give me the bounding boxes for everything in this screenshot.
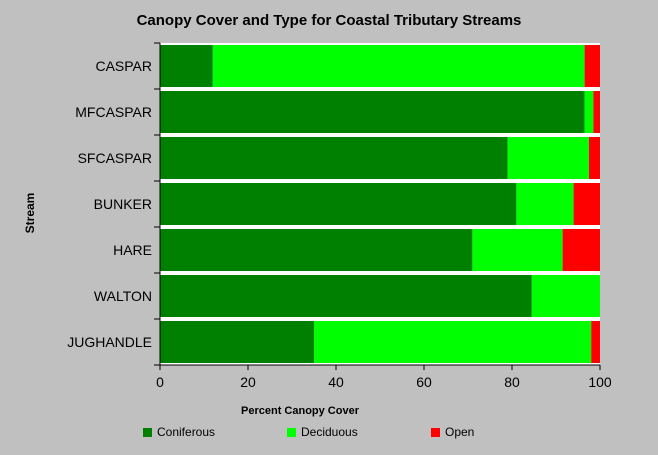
bar-hare-deciduous bbox=[472, 229, 563, 271]
y-tick-label-caspar: CASPAR bbox=[95, 58, 152, 74]
y-tick-label-bunker: BUNKER bbox=[94, 196, 152, 212]
y-axis-label: Stream bbox=[23, 192, 37, 234]
bar-mfcaspar-coniferous bbox=[160, 91, 585, 133]
bar-mfcaspar-open bbox=[593, 91, 600, 133]
x-tick-label-40: 40 bbox=[328, 374, 344, 390]
bar-jughandle-deciduous bbox=[314, 321, 592, 363]
y-tick-label-sfcaspar: SFCASPAR bbox=[78, 150, 152, 166]
bar-hare-open bbox=[562, 229, 600, 271]
y-tick-label-jughandle: JUGHANDLE bbox=[67, 334, 152, 350]
x-tick-label-100: 100 bbox=[588, 374, 612, 390]
legend-item-deciduous: Deciduous bbox=[287, 425, 358, 439]
bar-caspar-coniferous bbox=[160, 45, 213, 87]
legend-label-deciduous: Deciduous bbox=[301, 425, 358, 439]
x-tick-label-80: 80 bbox=[504, 374, 520, 390]
legend-label-coniferous: Coniferous bbox=[157, 425, 216, 439]
chart-title: Canopy Cover and Type for Coastal Tribut… bbox=[136, 12, 522, 29]
x-axis-label: Percent Canopy Cover bbox=[241, 405, 359, 417]
bar-sfcaspar-open bbox=[589, 137, 600, 179]
legend-item-coniferous: Coniferous bbox=[143, 425, 215, 439]
legend-item-open: Open bbox=[431, 425, 474, 439]
legend-label-open: Open bbox=[445, 425, 475, 439]
bar-hare-coniferous bbox=[160, 229, 473, 271]
y-tick-label-mfcaspar: MFCASPAR bbox=[75, 104, 152, 120]
x-tick-label-20: 20 bbox=[240, 374, 256, 390]
bar-walton-coniferous bbox=[160, 275, 532, 317]
legend-swatch-coniferous bbox=[143, 428, 152, 437]
x-tick-label-60: 60 bbox=[416, 374, 432, 390]
x-tick-label-0: 0 bbox=[156, 374, 164, 390]
y-tick-label-walton: WALTON bbox=[94, 288, 152, 304]
legend-swatch-deciduous bbox=[287, 428, 296, 437]
bar-sfcaspar-coniferous bbox=[160, 137, 508, 179]
bar-caspar-open bbox=[584, 45, 600, 87]
bar-bunker-deciduous bbox=[516, 183, 574, 225]
bar-caspar-deciduous bbox=[212, 45, 585, 87]
legend-swatch-open bbox=[431, 428, 440, 437]
bar-mfcaspar-deciduous bbox=[584, 91, 594, 133]
bar-jughandle-coniferous bbox=[160, 321, 314, 363]
bar-jughandle-open bbox=[591, 321, 600, 363]
bar-bunker-open bbox=[573, 183, 600, 225]
y-tick-label-hare: HARE bbox=[113, 242, 152, 258]
bar-walton-deciduous bbox=[531, 275, 600, 317]
bar-sfcaspar-deciduous bbox=[507, 137, 589, 179]
bar-bunker-coniferous bbox=[160, 183, 517, 225]
